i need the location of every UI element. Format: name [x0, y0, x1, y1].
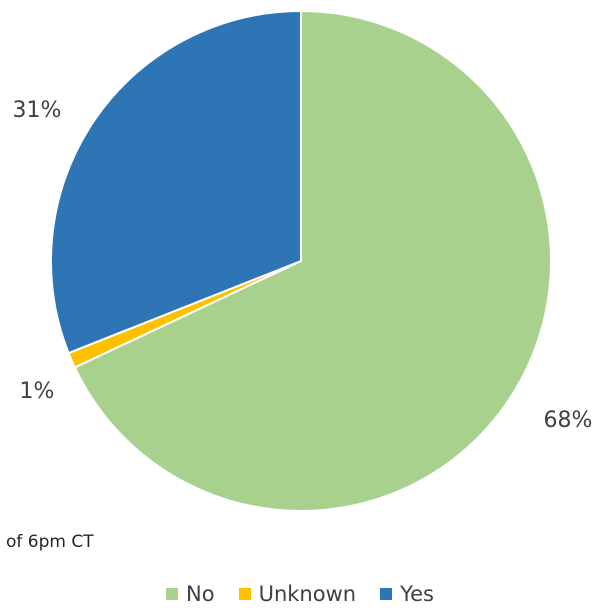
data-label-unknown: 1%: [20, 379, 55, 404]
pie-slices: [50, 9, 552, 512]
legend-label-no: No: [186, 582, 215, 606]
data-label-yes: 31%: [13, 98, 62, 123]
legend-label-unknown: Unknown: [258, 582, 357, 606]
legend: No Unknown Yes: [0, 582, 600, 606]
data-label-no: 68%: [544, 408, 593, 433]
legend-item-no: No: [166, 582, 215, 606]
legend-item-unknown: Unknown: [238, 582, 357, 606]
legend-swatch-unknown: [238, 588, 251, 600]
footnote: of 6pm CT: [6, 532, 94, 552]
legend-item-yes: Yes: [380, 582, 434, 606]
pie-slice-no: [73, 9, 552, 512]
pie-slice-yes: [50, 9, 302, 355]
legend-swatch-no: [166, 588, 179, 600]
legend-swatch-yes: [380, 588, 393, 600]
legend-label-yes: Yes: [400, 582, 434, 606]
pie-data-labels: 68% 1% 31%: [13, 98, 593, 433]
